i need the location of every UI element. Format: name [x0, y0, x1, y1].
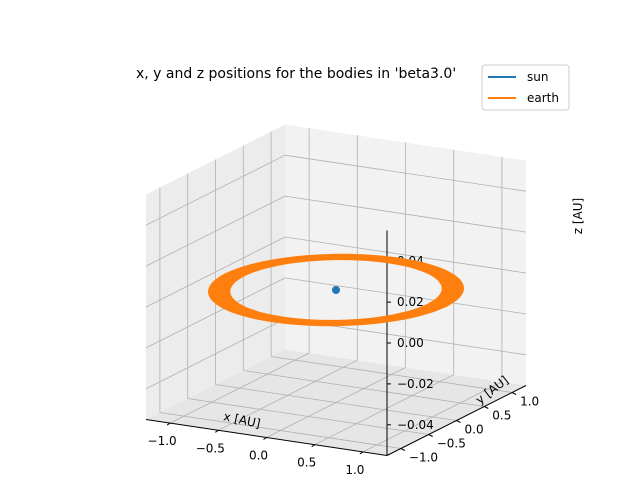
grid-z-left — [145, 195, 286, 267]
grid-z-back — [284, 277, 527, 315]
y-tick-label: −0.5 — [437, 437, 466, 451]
grid-z-back — [284, 154, 527, 192]
z-tick-label: −0.04 — [397, 418, 434, 432]
grid-z-left — [145, 318, 286, 390]
y-tick-label: 1.0 — [520, 395, 539, 409]
x-tick — [311, 444, 315, 448]
grid-y-floor — [187, 398, 429, 435]
z-axis-label: z [AU] — [571, 198, 585, 234]
grid-z-back — [284, 236, 527, 274]
chart-title: x, y and z positions for the bodies in '… — [136, 66, 456, 82]
x-tick-label: 0.0 — [249, 449, 268, 463]
grid-z-left — [145, 277, 286, 349]
grid-z-left — [145, 236, 286, 308]
y-tick — [428, 434, 433, 437]
z-tick-label: −0.02 — [397, 377, 434, 391]
legend-label-sun: sun — [527, 70, 548, 84]
tick-marks — [166, 260, 517, 455]
grid-z-back — [284, 195, 527, 233]
data-layer — [208, 253, 464, 327]
y-tick — [511, 392, 517, 395]
x-tick-label: −1.0 — [148, 434, 177, 448]
y-tick-label: 0.0 — [465, 423, 484, 437]
x-tick — [166, 422, 171, 426]
y-tick-label: 0.5 — [492, 409, 511, 423]
x-tick — [359, 451, 364, 455]
legend-label-earth: earth — [527, 91, 559, 105]
x-tick-label: 0.5 — [297, 456, 316, 470]
grid-y-floor — [243, 370, 485, 407]
x-tick — [215, 429, 219, 433]
z-tick-label: 0.00 — [397, 336, 424, 350]
y-tick — [400, 448, 406, 451]
y-tick — [484, 406, 489, 409]
tick-labels: −1.0−0.50.00.51.0−1.0−0.50.00.51.0−0.04−… — [148, 254, 540, 477]
grid-z-left — [145, 154, 286, 226]
z-tick-label: 0.02 — [397, 295, 424, 309]
series-sun-point — [332, 286, 340, 294]
grid-y-floor — [271, 356, 513, 393]
x-tick-label: −0.5 — [196, 441, 225, 455]
x-tick — [263, 437, 267, 440]
grid-y-floor — [159, 412, 401, 449]
grid-y-floor — [215, 384, 457, 421]
y-tick-label: −1.0 — [409, 451, 438, 465]
grid-lines — [145, 128, 527, 453]
y-tick — [456, 420, 461, 423]
x-tick-label: 1.0 — [345, 463, 364, 477]
legend: sun earth — [481, 64, 570, 111]
